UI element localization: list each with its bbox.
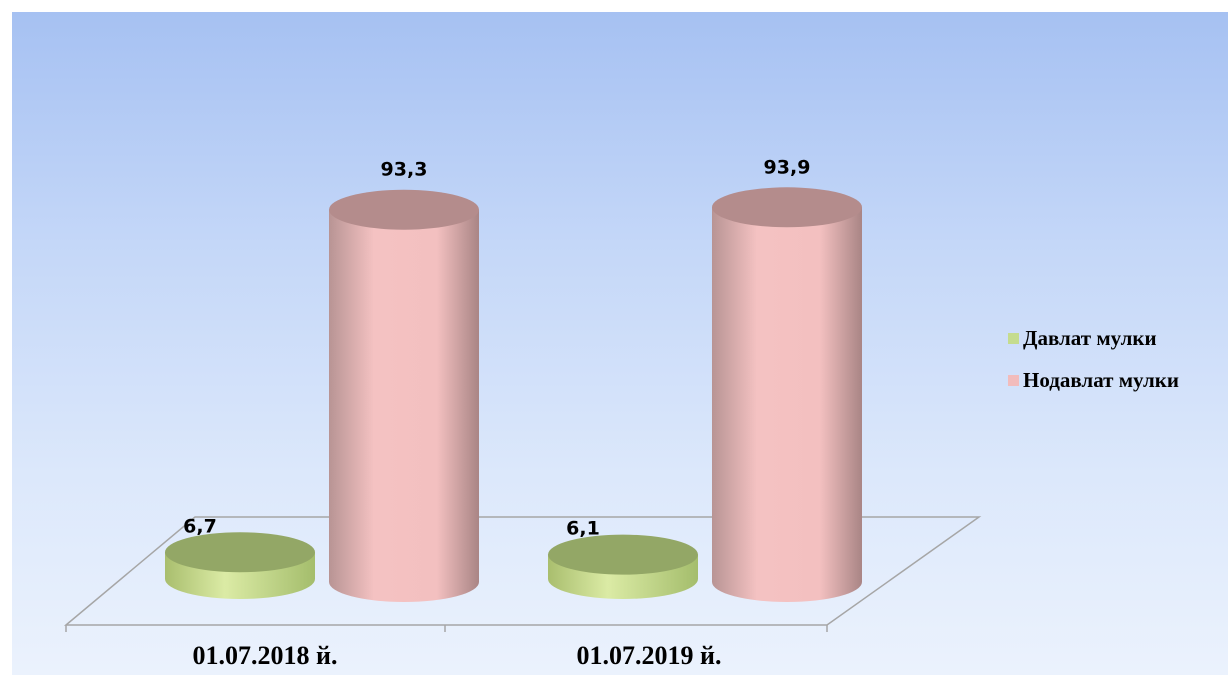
legend-item-0: Давлат мулки: [1008, 325, 1179, 351]
data-label-1-1: 93,9: [764, 156, 811, 178]
data-label-0-1: 6,1: [566, 518, 600, 540]
legend-swatch-0: [1008, 332, 1019, 344]
bar-0-0: [165, 532, 315, 599]
bar-top-1-1: [712, 187, 862, 228]
category-label-1: 01.07.2019 й.: [577, 641, 722, 670]
bar-body-1-1: [712, 207, 862, 602]
legend-item-1: Нодавлат мулки: [1008, 367, 1179, 393]
legend-label-1: Нодавлат мулки: [1023, 367, 1179, 392]
chart-area: 6,7 93,3 6,1 93,9 01.07.2018 й. 01.07.2019 й…: [12, 12, 1228, 675]
bar-top-1-0: [329, 189, 479, 230]
bars: [165, 187, 862, 602]
category-labels: 01.07.2018 й. 01.07.2019 й.: [193, 641, 722, 670]
legend-swatch-1: [1008, 374, 1019, 386]
chart-floor: [63, 516, 982, 632]
data-label-0-0: 6,7: [183, 515, 217, 537]
data-labels: 6,7 93,3 6,1 93,9: [183, 156, 810, 539]
floor-outline: [63, 516, 982, 626]
category-label-0: 01.07.2018 й.: [193, 641, 338, 670]
bar-body-1-0: [329, 209, 479, 602]
bar-1-0: [329, 189, 479, 602]
chart-svg: 6,7 93,3 6,1 93,9 01.07.2018 й. 01.07.2019 й…: [63, 156, 982, 670]
data-label-1-0: 93,3: [381, 159, 428, 181]
bar-top-0-0: [165, 532, 315, 573]
legend: Давлат мулки Нодавлат мулки: [1008, 325, 1179, 409]
bar-0-1: [548, 534, 698, 599]
bar-top-0-1: [548, 534, 698, 575]
legend-label-0: Давлат мулки: [1023, 325, 1157, 350]
bar-1-1: [712, 187, 862, 602]
